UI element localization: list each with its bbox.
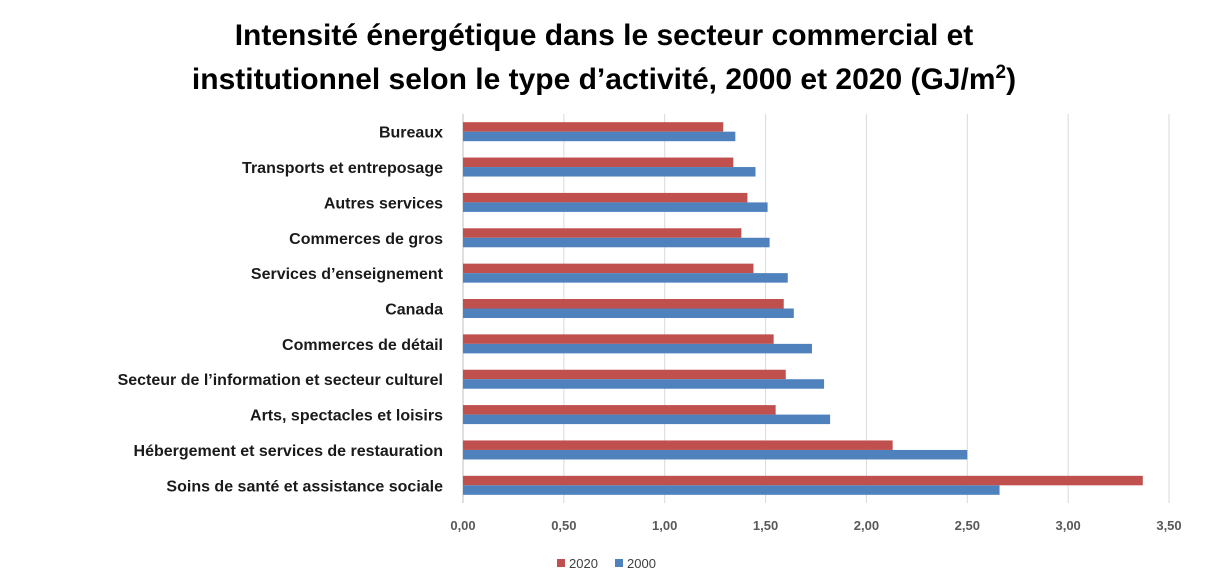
bar-2000 (463, 414, 831, 425)
x-tick-label: 2,00 (854, 518, 879, 533)
bar-2000 (463, 167, 756, 177)
legend-label-2000: 2000 (627, 556, 656, 571)
x-tick-label: 2,50 (955, 518, 980, 533)
bar-2000 (463, 131, 736, 142)
category-label: Commerces de détail (282, 337, 443, 354)
x-tick-label: 1,50 (753, 518, 778, 533)
bar-2000 (463, 202, 768, 212)
category-labels: Bureaux Transports et entreposage Autres s… (118, 125, 444, 496)
legend-label-2020: 2020 (569, 556, 598, 571)
category-label: Secteur de l’information et secteur cult… (118, 372, 443, 389)
bar-2020 (463, 299, 784, 309)
chart-title-line-1: Intensité énergétique dans le secteur co… (234, 19, 974, 52)
category-label: Arts, spectacles et loisirs (250, 408, 443, 425)
bar-2020 (463, 405, 776, 415)
bar-2020 (463, 475, 1143, 486)
bar-2020 (463, 440, 893, 450)
bar-2020 (463, 157, 734, 168)
bar-2020 (463, 122, 724, 132)
bar-2000 (463, 273, 788, 283)
bar-2020 (463, 369, 786, 380)
x-tick-label: 0,00 (450, 518, 475, 533)
bar-2020 (463, 334, 774, 344)
chart-title-superscript: 2 (995, 62, 1007, 83)
legend-swatch-2000 (615, 559, 623, 567)
x-tick-label: 1,00 (652, 518, 677, 533)
bar-2000 (463, 485, 1000, 495)
x-tick-label: 3,00 (1055, 518, 1080, 533)
legend-swatch-2020 (557, 559, 565, 567)
bar-2000 (463, 379, 825, 389)
bar-2000 (463, 308, 794, 318)
category-label: Services d’enseignement (251, 266, 444, 283)
category-label: Hébergement et services de restauration (134, 443, 443, 460)
x-tick-label: 3,50 (1156, 518, 1181, 533)
x-tick-label: 0,50 (551, 518, 576, 533)
x-axis-ticks: 0,00 0,50 1,00 1,50 2,00 2,50 3,00 3,50 (450, 518, 1181, 533)
bar-2020 (463, 192, 748, 203)
chart-title-line-2: institutionnel selon le type d’activité,… (0, 58, 1208, 102)
chart-title-line-2-text: institutionnel selon le type d’activité,… (191, 63, 996, 96)
bar-2000 (463, 343, 812, 354)
category-label: Transports et entreposage (242, 160, 443, 177)
category-label: Soins de santé et assistance sociale (166, 478, 443, 495)
category-label: Autres services (324, 195, 443, 212)
bar-2000 (463, 237, 770, 248)
category-label: Bureaux (379, 125, 443, 142)
category-label: Commerces de gros (289, 231, 443, 248)
bar-2000 (463, 449, 968, 460)
category-label: Canada (385, 302, 443, 319)
chart-title-line-2-end: ) (1006, 63, 1017, 96)
bars (463, 122, 1143, 495)
legend: 2020 2000 (557, 556, 656, 571)
chart-title: Intensité énergétique dans le secteur co… (0, 14, 1208, 102)
bar-2020 (463, 228, 742, 238)
bar-2020 (463, 263, 754, 274)
